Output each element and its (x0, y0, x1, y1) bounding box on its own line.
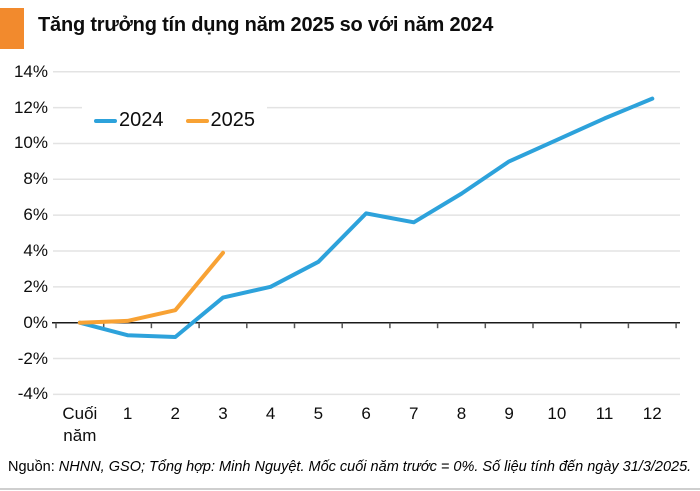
y-tick-label: 4% (23, 241, 48, 260)
y-tick-label: 2% (23, 276, 48, 296)
x-tick-label: 11 (595, 404, 614, 423)
y-tick-label: -2% (17, 348, 48, 368)
series-line-2025 (77, 250, 225, 325)
y-tick-label: 14% (13, 61, 48, 81)
y-tick-label: 10% (13, 133, 48, 153)
x-tick-label: 3 (218, 404, 228, 423)
y-tick-label: -4% (17, 384, 48, 404)
x-tick-label: 2 (170, 404, 180, 423)
x-tick-label: 6 (361, 404, 371, 423)
x-tick-label: 7 (409, 404, 419, 423)
series-line-2024 (77, 96, 655, 339)
x-tick-label: 4 (265, 404, 276, 423)
y-tick-label: 12% (13, 97, 48, 117)
chart-legend: 2024 2025 (82, 103, 267, 138)
legend-label-2025: 2025 (210, 109, 256, 131)
chart-title: Tăng trưởng tín dụng năm 2025 so với năm… (38, 14, 494, 36)
x-tick-label: 1 (122, 404, 133, 423)
legend-label-2024: 2024 (119, 109, 164, 131)
source-label: Nguồn: (8, 459, 55, 475)
y-tick-label: 6% (23, 205, 48, 225)
y-tick-label: 0% (23, 312, 48, 332)
x-tick-label: 12 (642, 404, 662, 423)
x-tick-label: 10 (547, 404, 567, 423)
source-note: Nguồn: NHNN, GSO; Tổng hợp: Minh Nguyệt.… (8, 459, 698, 475)
title-accent-square (0, 8, 24, 49)
y-tick-label: 8% (23, 169, 48, 189)
bottom-divider (0, 488, 700, 490)
legend-item-2024: 2024 (94, 109, 164, 132)
x-tick-label: 5 (313, 404, 324, 423)
legend-dash-2024-icon (94, 118, 117, 123)
legend-dash-2025-icon (185, 118, 209, 123)
x-tick-label: 9 (504, 404, 514, 423)
source-text: NHNN, GSO; Tổng hợp: Minh Nguyệt. Mốc cu… (58, 459, 692, 475)
legend-item-2025: 2025 (185, 109, 256, 132)
x-tick-label: Cuối năm (62, 404, 98, 446)
x-tick-label: 8 (456, 404, 467, 423)
